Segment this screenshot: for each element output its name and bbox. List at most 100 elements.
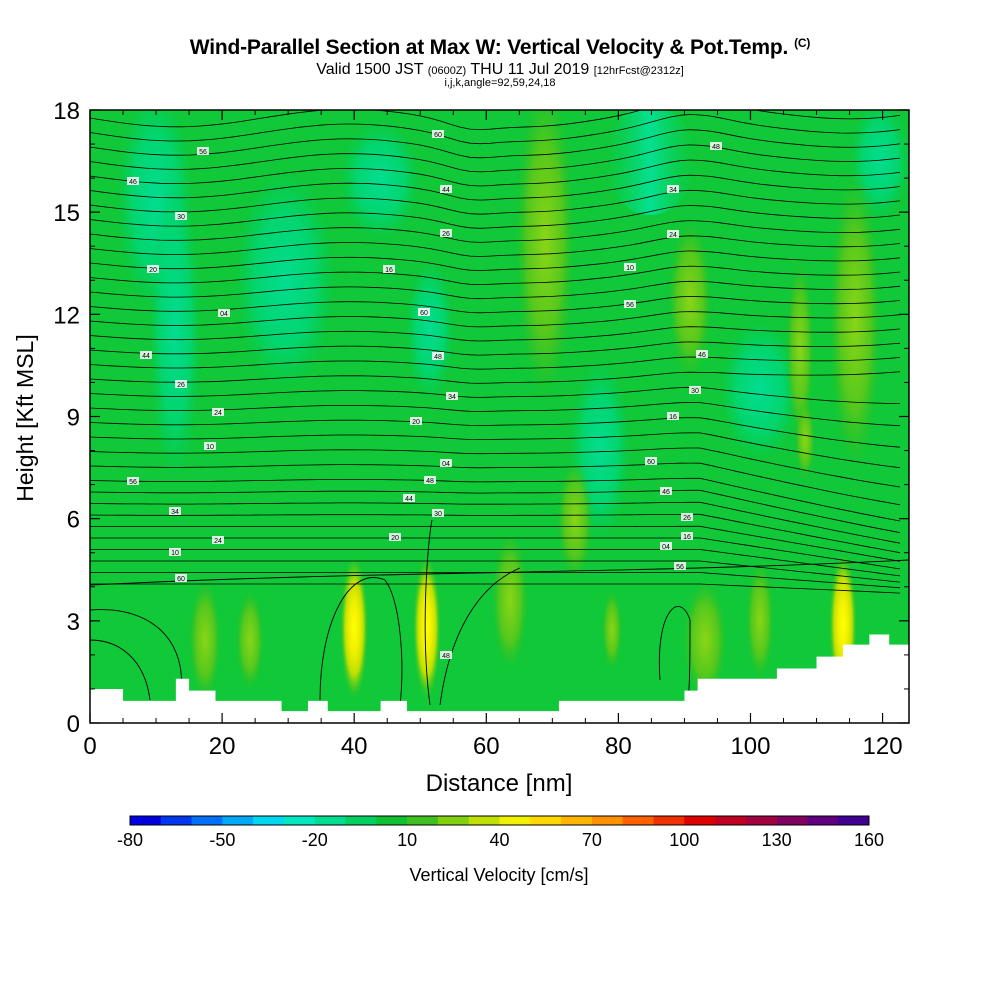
field-blob	[829, 170, 881, 470]
isentrope-label-box	[169, 507, 181, 515]
isentrope-line	[90, 174, 901, 201]
isentrope-label: 48	[426, 478, 434, 485]
chart-title: Wind-Parallel Section at Max W: Vertical…	[0, 36, 1000, 60]
isentrope-label: 46	[698, 352, 706, 359]
y-tick-label: 0	[67, 711, 80, 738]
colorbar-swatch	[222, 816, 254, 825]
isentrope-label: 16	[669, 414, 677, 421]
isentrope-label: 60	[420, 310, 428, 317]
isentrope-label-box	[175, 380, 187, 388]
isentrope-line	[90, 513, 901, 554]
isentrope-label: 04	[442, 461, 450, 468]
isentrope-line	[90, 432, 901, 469]
title-text: Wind-Parallel Section at Max W: Vertical…	[189, 36, 789, 59]
isentrope-label: 44	[142, 353, 150, 360]
isentrope-label-box	[681, 532, 693, 540]
isentrope-label: 56	[129, 479, 137, 486]
isentrope-label-box	[440, 459, 452, 467]
isentrope-label-box	[440, 229, 452, 237]
colorbar-swatch	[253, 816, 285, 825]
field-blob	[683, 580, 727, 700]
isentrope-label: 30	[434, 511, 442, 518]
x-axis-label: Distance [nm]	[426, 770, 573, 797]
x-tick-label: 60	[473, 733, 500, 760]
isentrope-line	[90, 489, 901, 534]
isentrope-label-box	[696, 350, 708, 358]
isentrope-label: 26	[683, 515, 691, 522]
isentrope-label-box	[169, 548, 181, 556]
isentrope-label: 56	[199, 149, 207, 156]
isentrope-label-box	[624, 300, 636, 308]
isentrope-label-box	[424, 476, 436, 484]
isentrope-loop	[439, 567, 521, 706]
colorbar-swatch	[745, 816, 777, 825]
colorbar: -80 -50 -20 10 40 70 100 130 160	[117, 815, 884, 850]
colorbar-swatch	[376, 816, 408, 825]
colorbar-swatch	[345, 816, 377, 825]
isentrope-loop	[90, 559, 909, 586]
colorbar-tick-label: -80	[117, 830, 143, 850]
isentrope-label: 34	[171, 509, 179, 516]
field-blob	[492, 530, 528, 670]
colorbar-swatch	[314, 816, 346, 825]
isentrope-line	[90, 280, 901, 300]
colorbar-tick-label: 10	[397, 830, 417, 850]
section-indices: i,j,k,angle=92,59,24,18	[444, 77, 556, 89]
isentrope-line	[90, 159, 901, 187]
colorbar-swatch	[283, 816, 316, 825]
x-tick-label: 40	[341, 733, 368, 760]
isentrope-label: 04	[662, 544, 670, 551]
isentrope-label-box	[645, 457, 657, 465]
colorbar-swatch	[622, 816, 654, 825]
isentrope-label: 24	[669, 232, 677, 239]
colorbar-swatch	[807, 816, 839, 825]
isentrope-line	[90, 386, 901, 404]
isentrope-label: 24	[214, 538, 222, 545]
isentrope-label-box	[418, 308, 430, 316]
isentrope-label: 56	[626, 302, 634, 309]
isentrope-label: 26	[177, 382, 185, 389]
valid-utc: (0600Z)	[427, 65, 467, 77]
colorbar-frame	[129, 815, 870, 826]
isentrope-line	[90, 537, 901, 570]
field-blob	[605, 110, 695, 215]
axes: 0 20 40 60 80 100 120 0 3 6 9 12 15 18	[53, 98, 909, 760]
colorbar-swatch	[468, 816, 500, 825]
isentrope-line	[90, 235, 901, 257]
y-tick-label: 6	[67, 507, 80, 534]
isentrope-label: 04	[220, 311, 228, 318]
isentrope-line	[90, 356, 901, 370]
isentrope-line	[90, 447, 901, 488]
isentrope-label-box	[140, 351, 152, 359]
colorbar-tick-label: -20	[302, 830, 328, 850]
isentrope-line	[90, 250, 901, 271]
colorbar-tick-label: 160	[854, 830, 884, 850]
isentrope-label-box	[440, 185, 452, 193]
isentrope-line	[90, 114, 901, 145]
colorbar-swatch	[530, 816, 562, 825]
x-tick-label: 0	[83, 733, 96, 760]
colorbar-swatch	[437, 816, 470, 825]
isentrope-label: 56	[676, 564, 684, 571]
isentrope-label-box	[175, 212, 187, 220]
y-tick-label: 3	[67, 609, 80, 636]
isentrope-label: 60	[434, 132, 442, 139]
isentrope-label-box	[403, 494, 415, 502]
isentrope-line	[90, 371, 901, 384]
isentrope-line	[90, 583, 901, 594]
isentrope-label-box	[689, 386, 701, 394]
isentrope-line	[90, 189, 901, 215]
isentrope-line	[90, 402, 901, 427]
isentrope-loop	[424, 519, 433, 706]
isentrope-label: 26	[442, 231, 450, 238]
field-blob	[235, 170, 335, 390]
y-tick-label: 15	[53, 200, 80, 227]
isentrope-label: 48	[712, 144, 720, 151]
isentrope-label-box	[127, 477, 139, 485]
isentrope-label: 24	[214, 410, 222, 417]
field-blob	[189, 580, 221, 700]
isentrope-line	[90, 560, 901, 583]
field-blob	[557, 460, 593, 580]
isentrope-label-box	[660, 487, 672, 495]
isentrope-label: 60	[647, 459, 655, 466]
